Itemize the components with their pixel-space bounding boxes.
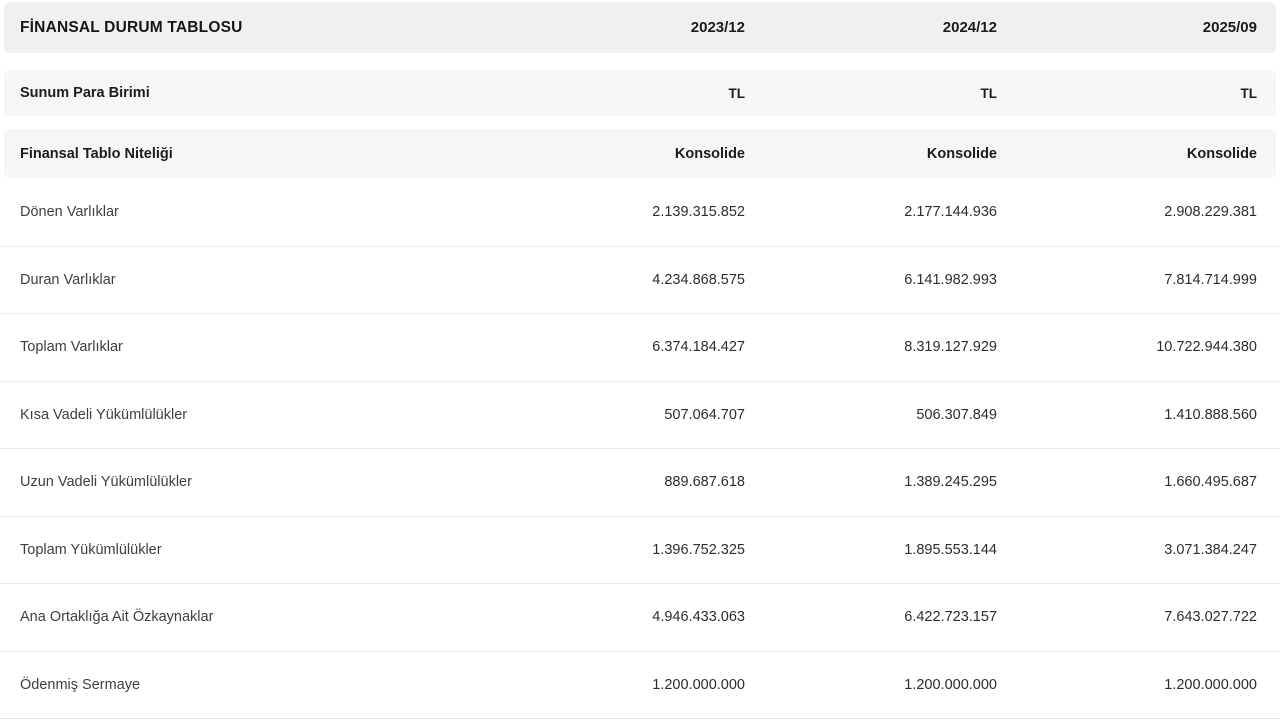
row-value-period-1: 1.396.752.325 bbox=[652, 541, 745, 558]
spacer bbox=[0, 116, 1280, 129]
table-body: Dönen Varlıklar 2.139.315.852 2.177.144.… bbox=[0, 178, 1280, 719]
row-value-period-2: 1.389.245.295 bbox=[904, 474, 997, 491]
row-value-period-2: 6.422.723.157 bbox=[904, 609, 997, 626]
row-label: Toplam Varlıklar bbox=[20, 339, 123, 356]
table-row-parent-equity: Ana Ortaklığa Ait Özkaynaklar 4.946.433.… bbox=[0, 583, 1280, 651]
row-value-period-3: 1.660.495.687 bbox=[1164, 474, 1257, 491]
row-label: Dönen Varlıklar bbox=[20, 203, 119, 220]
row-value-period-1: 6.374.184.427 bbox=[652, 339, 745, 356]
row-value-period-1: 4.946.433.063 bbox=[652, 609, 745, 626]
row-value-period-2: 506.307.849 bbox=[916, 406, 997, 423]
table-row-paid-in-capital: Ödenmiş Sermaye 1.200.000.000 1.200.000.… bbox=[0, 650, 1280, 718]
table-row-noncurrent-assets: Duran Varlıklar 4.234.868.575 6.141.982.… bbox=[0, 245, 1280, 313]
statement-type-period-2: Konsolide bbox=[926, 145, 997, 162]
meta-row-statement-type-label: Finansal Tablo Niteliği bbox=[20, 145, 173, 162]
row-value-period-2: 6.141.982.993 bbox=[904, 271, 997, 288]
row-label: Toplam Yükümlülükler bbox=[20, 541, 162, 558]
table-row-total-assets: Toplam Varlıklar 6.374.184.427 8.319.127… bbox=[0, 313, 1280, 381]
row-value-period-3: 3.071.384.247 bbox=[1164, 541, 1257, 558]
currency-value-period-1: TL bbox=[728, 85, 746, 101]
row-value-period-2: 1.895.553.144 bbox=[904, 541, 997, 558]
meta-row-statement-type: Finansal Tablo Niteliği Konsolide Konsol… bbox=[4, 129, 1276, 178]
table-header-row: FİNANSAL DURUM TABLOSU 2023/12 2024/12 2… bbox=[4, 2, 1276, 53]
row-value-period-3: 1.200.000.000 bbox=[1164, 676, 1257, 693]
column-header-period-1: 2023/12 bbox=[690, 19, 745, 36]
table-row-total-liabilities: Toplam Yükümlülükler 1.396.752.325 1.895… bbox=[0, 515, 1280, 583]
table-row-current-assets: Dönen Varlıklar 2.139.315.852 2.177.144.… bbox=[0, 178, 1280, 246]
table-row-short-term-liabilities: Kısa Vadeli Yükümlülükler 507.064.707 50… bbox=[0, 380, 1280, 448]
meta-row-currency: Sunum Para Birimi TL TL TL bbox=[4, 70, 1276, 116]
row-value-period-3: 7.814.714.999 bbox=[1164, 271, 1257, 288]
row-value-period-3: 10.722.944.380 bbox=[1156, 339, 1257, 356]
statement-type-period-3: Konsolide bbox=[1186, 145, 1257, 162]
row-label: Ödenmiş Sermaye bbox=[20, 676, 141, 693]
row-value-period-3: 2.908.229.381 bbox=[1164, 203, 1257, 220]
column-header-period-2: 2024/12 bbox=[942, 19, 997, 36]
row-value-period-1: 2.139.315.852 bbox=[652, 203, 745, 220]
row-value-period-1: 4.234.868.575 bbox=[652, 271, 745, 288]
page-title: FİNANSAL DURUM TABLOSU bbox=[20, 18, 243, 36]
row-value-period-2: 8.319.127.929 bbox=[904, 339, 997, 356]
row-value-period-1: 1.200.000.000 bbox=[652, 676, 745, 693]
row-label: Duran Varlıklar bbox=[20, 271, 116, 288]
statement-type-period-1: Konsolide bbox=[674, 145, 745, 162]
row-label: Uzun Vadeli Yükümlülükler bbox=[20, 474, 192, 491]
table-row-long-term-liabilities: Uzun Vadeli Yükümlülükler 889.687.618 1.… bbox=[0, 448, 1280, 516]
currency-value-period-2: TL bbox=[980, 85, 998, 101]
row-label: Ana Ortaklığa Ait Özkaynaklar bbox=[20, 609, 214, 626]
meta-row-currency-label: Sunum Para Birimi bbox=[20, 85, 150, 101]
row-value-period-1: 889.687.618 bbox=[664, 474, 745, 491]
currency-value-period-3: TL bbox=[1240, 85, 1258, 101]
row-label: Kısa Vadeli Yükümlülükler bbox=[20, 406, 188, 423]
spacer bbox=[0, 53, 1280, 70]
column-header-period-3: 2025/09 bbox=[1202, 19, 1257, 36]
row-value-period-3: 1.410.888.560 bbox=[1164, 406, 1257, 423]
row-value-period-3: 7.643.027.722 bbox=[1164, 609, 1257, 626]
row-value-period-2: 1.200.000.000 bbox=[904, 676, 997, 693]
row-value-period-2: 2.177.144.936 bbox=[904, 203, 997, 220]
row-value-period-1: 507.064.707 bbox=[664, 406, 745, 423]
